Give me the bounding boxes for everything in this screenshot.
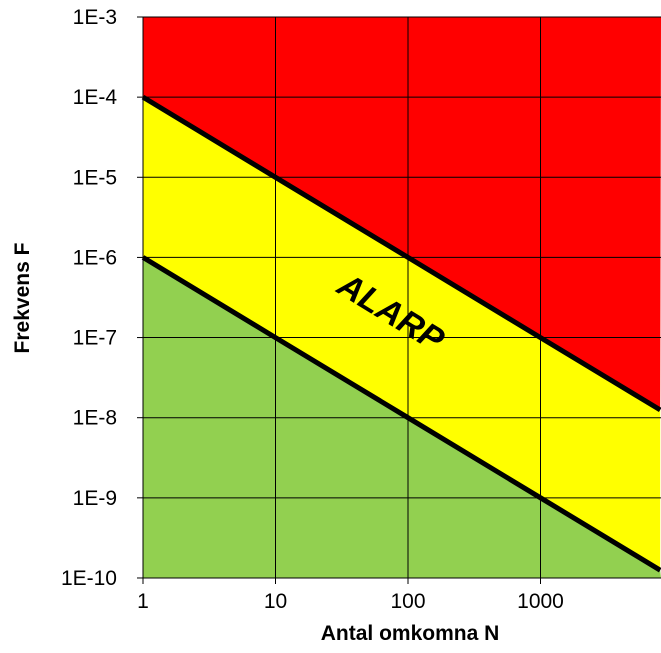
x-tick-label: 1000 xyxy=(517,590,564,613)
y-tick-label: 1E-4 xyxy=(73,86,118,109)
tick-labels: 1E-3 1E-4 1E-5 1E-6 1E-7 1E-8 1E-9 1E-10 1 10 100 1… xyxy=(61,6,564,613)
y-tick-label: 1E-10 xyxy=(61,567,117,590)
x-tick-label: 10 xyxy=(264,590,287,613)
y-tick-label: 1E-6 xyxy=(73,246,117,269)
x-axis-title: Antal omkomna N xyxy=(321,622,500,645)
alarp-region xyxy=(143,97,661,571)
y-tick-label: 1E-9 xyxy=(73,487,117,510)
criteria-lines xyxy=(141,94,661,573)
upper-criterion-line xyxy=(141,94,661,413)
y-tick-label: 1E-7 xyxy=(73,327,117,350)
lower-criterion-line xyxy=(141,255,661,573)
x-tick-label: 100 xyxy=(390,590,425,613)
x-tick-label: 1 xyxy=(137,590,149,613)
y-tick-label: 1E-3 xyxy=(73,6,117,29)
y-tick-label: 1E-8 xyxy=(73,407,117,430)
unacceptable-region xyxy=(143,17,661,410)
grid xyxy=(137,16,661,584)
y-tick-label: 1E-5 xyxy=(73,166,117,189)
y-axis-title: Frekvens F xyxy=(11,242,34,353)
